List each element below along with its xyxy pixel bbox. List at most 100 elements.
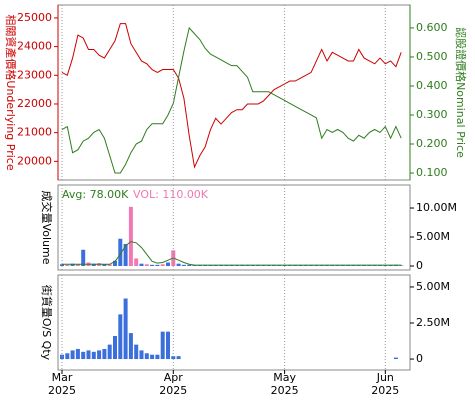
y-tick-label: 0.300: [416, 108, 448, 121]
bar: [319, 265, 324, 266]
bar: [383, 265, 388, 266]
bar: [81, 351, 86, 360]
y-tick-label: 25000: [17, 11, 52, 24]
bar: [372, 265, 377, 266]
bar: [272, 265, 276, 266]
bar: [144, 264, 149, 266]
bar: [229, 265, 234, 266]
bar: [128, 333, 133, 360]
bar: [234, 265, 239, 266]
bar: [118, 314, 123, 360]
annotation: Avg: 78.00K: [62, 188, 129, 201]
bar: [208, 265, 213, 266]
x-tick-year: 2025: [271, 384, 299, 397]
bar: [303, 265, 308, 266]
bar: [261, 265, 266, 266]
bar: [70, 350, 75, 360]
average-line: [62, 241, 402, 266]
bar: [356, 265, 361, 266]
y-tick-label: 22000: [17, 97, 52, 110]
bar: [245, 265, 250, 266]
y-tick-label: 21000: [17, 126, 52, 139]
bar: [150, 264, 155, 266]
y2-axis-title: 認股證價格Nominal Price: [454, 27, 468, 158]
bar: [160, 264, 165, 266]
bar: [75, 348, 80, 360]
bar: [166, 331, 170, 360]
y-tick-label: 0.200: [416, 137, 448, 150]
bar: [340, 265, 345, 266]
y-axis-title: 相關資產價格Underlying Price: [4, 14, 18, 170]
bar: [91, 263, 96, 266]
bar: [330, 265, 335, 266]
bar: [171, 356, 176, 360]
bar: [113, 335, 117, 360]
bar: [118, 238, 123, 266]
series-line: [61, 23, 402, 169]
bar: [128, 206, 133, 266]
y-tick-label: 23000: [17, 68, 52, 81]
bar: [75, 264, 80, 266]
x-tick-label: Mar: [52, 371, 73, 384]
bar: [399, 265, 404, 266]
bar: [309, 265, 314, 266]
bar: [160, 331, 165, 360]
bar: [277, 265, 282, 266]
bar: [219, 265, 223, 266]
bar: [70, 263, 75, 266]
y-tick-label: 0: [416, 259, 423, 272]
y-tick-label: 0.600: [416, 21, 448, 34]
bar: [60, 264, 64, 266]
annotation: VOL: 110.00K: [133, 188, 209, 201]
y-axis-title: 街貨量O/S Qty: [40, 285, 54, 361]
bar: [81, 249, 86, 266]
bar: [86, 350, 91, 360]
y-tick-label: 0: [416, 352, 423, 365]
bar: [367, 265, 372, 266]
bar: [123, 298, 128, 360]
y-tick-label: 10.00M: [416, 201, 457, 214]
bar: [144, 353, 149, 360]
bar: [250, 265, 255, 266]
x-tick-label: Apr: [164, 371, 184, 384]
bar: [240, 265, 245, 266]
bar: [123, 243, 128, 266]
bar: [134, 258, 139, 266]
y-tick-label: 0.500: [416, 50, 448, 63]
y-tick-label: 0.400: [416, 79, 448, 92]
x-tick-label: May: [273, 371, 296, 384]
bar: [139, 350, 144, 360]
bar: [102, 348, 107, 360]
bar: [155, 264, 160, 266]
bar: [150, 354, 155, 360]
bar: [176, 356, 181, 360]
bar: [266, 265, 271, 266]
bar: [213, 265, 218, 266]
bar: [378, 265, 382, 266]
bar: [134, 344, 139, 360]
bar: [325, 265, 329, 266]
bar: [176, 263, 181, 266]
bar: [298, 265, 303, 266]
bar: [107, 344, 112, 360]
y-tick-label: 5.00M: [416, 280, 450, 293]
bar: [282, 265, 287, 266]
bar: [139, 263, 144, 266]
bar: [256, 265, 261, 266]
bar: [393, 357, 398, 360]
bar: [362, 265, 367, 266]
bar: [97, 350, 102, 360]
bar: [166, 262, 170, 266]
x-tick-label: Jun: [376, 371, 394, 384]
y-axis-title: 成交量Volume: [40, 191, 54, 265]
bar: [224, 265, 229, 266]
bar: [155, 354, 160, 360]
bar: [91, 351, 96, 360]
bar: [346, 265, 351, 266]
y-tick-label: 20000: [17, 154, 52, 167]
y-tick-label: 24000: [17, 40, 52, 53]
panel-frame: [57, 274, 411, 371]
bar: [65, 264, 70, 266]
panel-frame: [57, 4, 411, 181]
